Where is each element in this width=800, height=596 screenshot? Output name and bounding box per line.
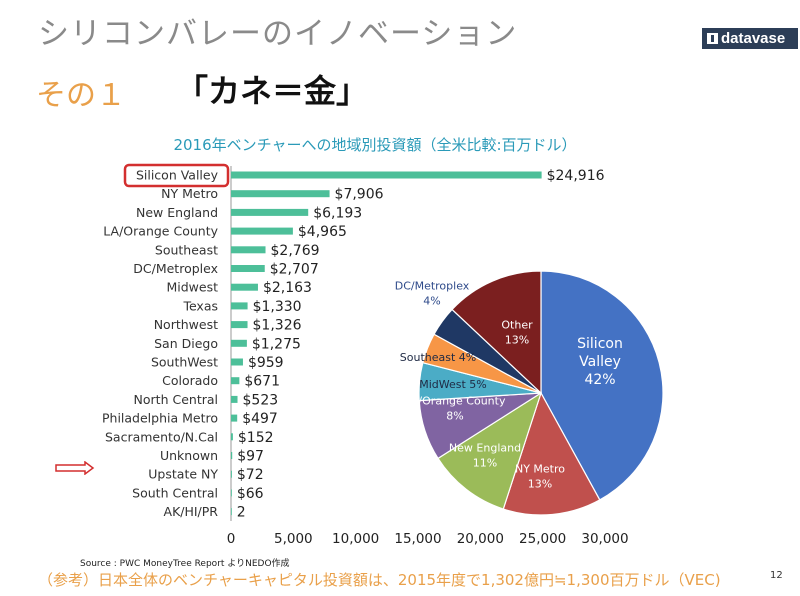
bar <box>231 470 232 478</box>
bar <box>231 190 330 198</box>
bar-value-label: $97 <box>237 449 264 465</box>
pie-slice-label: MidWest 5% <box>419 378 487 391</box>
pie-slice <box>437 391 543 510</box>
x-tick-label: 10,000 <box>332 531 379 547</box>
bar <box>231 171 542 179</box>
category-label: Northwest <box>154 317 218 332</box>
bar <box>231 358 243 366</box>
source-note: Source : PWC MoneyTree Report よりNEDO作成 <box>80 559 290 569</box>
pie-slice-label: Silicon Valley 42% <box>577 336 623 388</box>
bar-value-label: $497 <box>242 411 278 427</box>
category-label: Sacramento/N.Cal <box>105 429 218 444</box>
category-label: Texas <box>182 298 218 313</box>
bar <box>231 489 232 497</box>
bar-value-label: $66 <box>237 486 264 502</box>
category-label: SouthWest <box>151 355 218 370</box>
bar-value-label: $24,916 <box>547 168 605 184</box>
bar <box>231 246 266 254</box>
pie-slice <box>502 391 601 516</box>
highlight-box <box>123 163 230 188</box>
bar-value-label: $4,965 <box>298 224 347 240</box>
category-label: Silicon Valley <box>136 168 219 183</box>
bar-value-label: $2,707 <box>270 262 319 278</box>
reference-footnote: （参考）日本全体のベンチャーキャピタル投資額は、2015年度で1,302億円≒1… <box>38 571 721 589</box>
bar <box>231 321 248 329</box>
bar-value-label: $959 <box>248 355 284 371</box>
pie-slice-label: Other 13% <box>501 319 533 347</box>
category-label: AK/HI/PR <box>164 504 219 519</box>
x-tick-label: 5,000 <box>274 531 313 547</box>
pie-slice-label: Southeast 4% <box>400 351 476 364</box>
bar <box>231 227 293 235</box>
page-number: 12 <box>770 570 783 581</box>
category-label: DC/Metroplex <box>133 261 218 276</box>
bar <box>231 283 258 291</box>
category-label: NY Metro <box>161 186 218 201</box>
bar-chart: Silicon Valley $24,916 NY Metro $7,906 New E… <box>102 163 629 547</box>
bar <box>231 377 240 385</box>
section-heading: 「カネ＝金」 <box>176 72 369 110</box>
chart-title: 2016年ベンチャーへの地域別投資額（全米比較:百万ドル） <box>173 136 576 154</box>
bar <box>231 265 265 272</box>
bar <box>231 395 238 403</box>
bar-value-label: $6,193 <box>313 205 362 221</box>
bar <box>231 302 248 310</box>
bar-value-label: $72 <box>237 467 264 483</box>
bar <box>231 339 247 347</box>
bar-value-label: $523 <box>243 392 279 408</box>
x-tick-label: 20,000 <box>457 531 504 547</box>
page-title: シリコンバレーのイノベーション <box>38 16 518 52</box>
x-tick-label: 25,000 <box>519 531 566 547</box>
x-tick-label: 0 <box>227 531 236 547</box>
pie-slice <box>451 270 542 395</box>
category-label: Unknown <box>160 448 218 463</box>
bar <box>231 414 238 422</box>
category-label: North Central <box>134 392 218 407</box>
right-arrow-icon <box>55 461 95 475</box>
bar <box>231 508 232 516</box>
bar-value-label: $1,275 <box>252 336 301 352</box>
category-label: LA/Orange County <box>103 224 218 239</box>
category-label: Colorado <box>162 373 218 388</box>
bar-value-label: 2 <box>237 505 246 521</box>
bar-value-label: $7,906 <box>335 187 384 203</box>
bar-value-label: $152 <box>238 430 274 446</box>
category-label: San Diego <box>154 336 218 351</box>
category-label: Upstate NY <box>148 467 218 482</box>
pie-chart: Silicon Valley 42% NY Metro 13%New England 11… <box>395 270 664 516</box>
logo-text: datavase <box>721 30 786 47</box>
category-label: Midwest <box>166 280 218 295</box>
bar-value-label: $1,326 <box>253 318 302 334</box>
bar <box>231 452 233 459</box>
section-number: その１ <box>36 78 126 113</box>
category-label: South Central <box>132 485 218 500</box>
bar <box>231 433 233 441</box>
category-label: New England <box>136 205 218 220</box>
category-label: Philadelphia Metro <box>102 411 218 426</box>
x-tick-label: 30,000 <box>581 531 628 547</box>
pie-slice-label: New England 11% <box>449 442 521 470</box>
pie-slice-label: DC/Metroplex 4% <box>395 280 470 308</box>
bar-value-label: $2,163 <box>263 280 312 296</box>
category-label: Southeast <box>155 242 218 257</box>
bar-value-label: $671 <box>244 374 280 390</box>
pie-slice-label: NY Metro 13% <box>515 463 565 491</box>
pie-slice <box>540 270 664 501</box>
pie-slice-label: LA/Orange County 8% <box>405 395 506 423</box>
bar-value-label: $1,330 <box>253 299 302 315</box>
bar-value-label: $2,769 <box>271 243 320 259</box>
bar <box>231 208 309 216</box>
logo-mark-icon <box>707 33 718 44</box>
datavase-logo: datavase <box>702 28 798 49</box>
x-tick-label: 15,000 <box>394 531 441 547</box>
